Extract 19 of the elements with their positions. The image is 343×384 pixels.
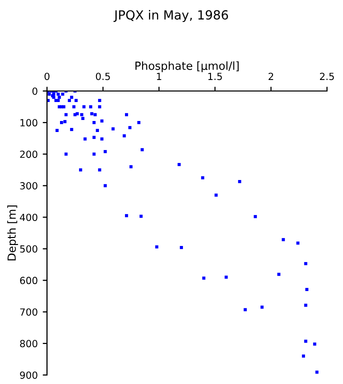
x-tick-label: 0.5 [96,72,110,80]
y-tick-label: 600 [20,276,38,284]
y-tick-label: 300 [20,182,38,190]
y-tick-label: 0 [32,87,38,95]
y-tick-label: 700 [20,308,38,316]
x-tick-label: 2 [268,72,274,80]
x-axis-title: Phosphate [µmol/l] [135,61,239,72]
y-axis-title: Depth [m] [7,206,18,260]
y-tick-label: 200 [20,150,38,158]
x-tick-label: 1.5 [208,72,222,80]
y-tick-label: 800 [20,340,38,348]
chart-title: JPQX in May, 1986 [114,10,228,22]
y-tick-label: 100 [20,119,38,126]
x-tick-label: 0 [44,72,50,80]
y-tick-label: 500 [20,245,38,253]
x-tick-label: 2.5 [320,72,334,80]
y-tick-label: 900 [20,371,38,379]
y-tick-label: 400 [20,214,38,222]
x-tick-label: 1 [156,72,162,80]
